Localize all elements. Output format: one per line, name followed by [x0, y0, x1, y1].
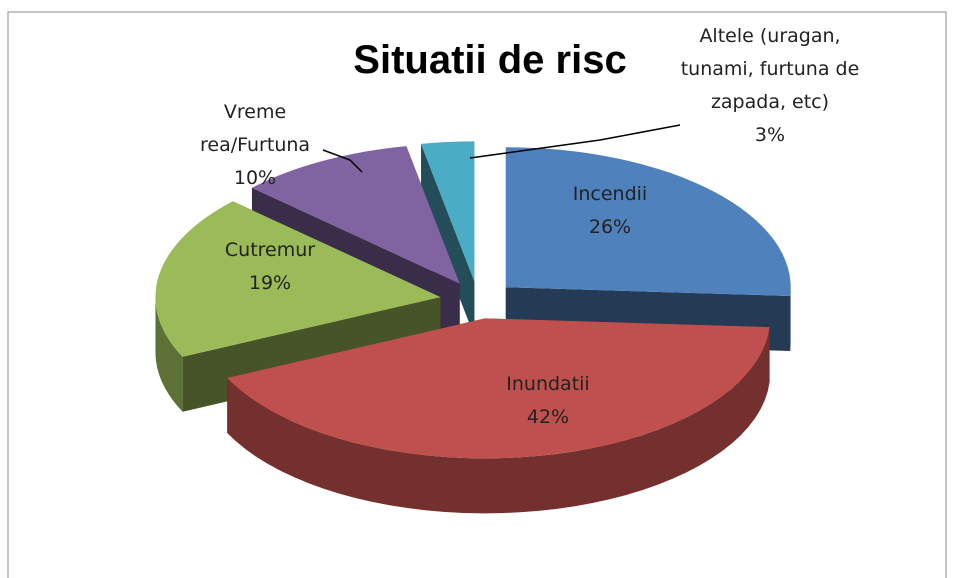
label-name: Incendii	[572, 183, 648, 205]
slice-top	[227, 318, 770, 459]
slice-wall	[155, 297, 183, 412]
label-name: Cutremur	[224, 239, 316, 261]
slice-side	[421, 143, 475, 337]
chart-title: Situatii de risc	[353, 38, 627, 82]
label-name: Altele (uragan, tunami, furtuna de zapad…	[680, 25, 860, 113]
slice-wall	[790, 287, 791, 352]
label-value: 3%	[754, 124, 786, 146]
slice-top	[505, 147, 791, 297]
label-value: 10%	[233, 167, 277, 189]
label-name: Inundatii	[506, 373, 590, 395]
data-label: Incendii 26%	[540, 178, 680, 244]
slice	[421, 141, 475, 337]
chart-frame	[7, 11, 947, 578]
slice-wall	[227, 327, 770, 514]
slice	[227, 318, 770, 514]
slice-top	[421, 141, 475, 282]
label-value: 26%	[588, 216, 632, 238]
label-value: 19%	[248, 272, 292, 294]
slice-top	[155, 201, 441, 357]
data-label: Altele (uragan, tunami, furtuna de zapad…	[660, 20, 880, 152]
label-name: Vreme rea/Furtuna	[200, 101, 311, 156]
leader-line	[322, 149, 363, 173]
leader-line	[469, 124, 681, 159]
slice-top	[251, 146, 460, 284]
data-label: Cutremur 19%	[200, 234, 340, 300]
label-value: 42%	[526, 406, 570, 428]
data-label: Vreme rea/Furtuna 10%	[180, 96, 330, 195]
data-label: Inundatii 42%	[478, 368, 618, 434]
pie	[155, 141, 791, 514]
